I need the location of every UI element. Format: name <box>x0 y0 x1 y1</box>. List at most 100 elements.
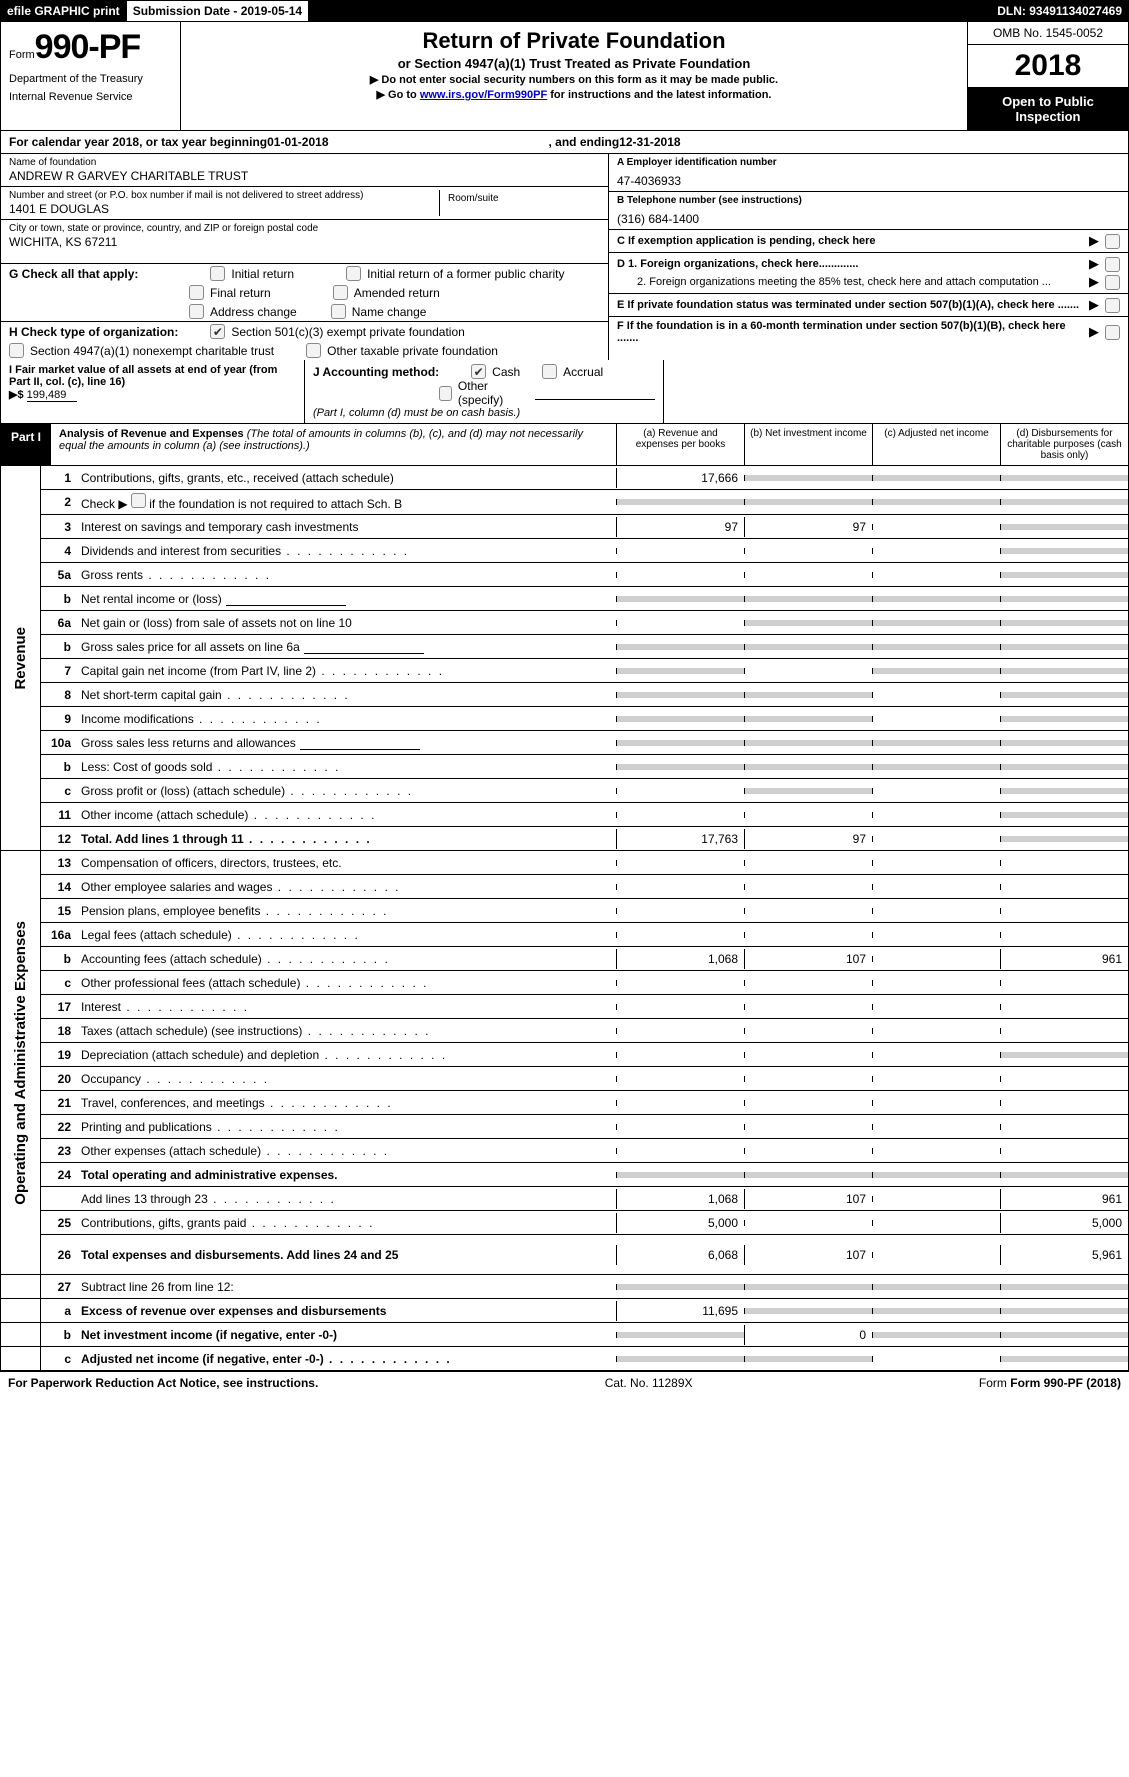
data-cell-b <box>744 1356 872 1362</box>
table-row: 9Income modifications <box>41 707 1129 731</box>
data-cell-c <box>872 1028 1000 1034</box>
chk-other-taxable[interactable] <box>306 343 321 358</box>
h-check-cell: H Check type of organization: ✔Section 5… <box>1 322 608 360</box>
ein-value: 47-4036933 <box>617 174 1120 188</box>
table-row: aExcess of revenue over expenses and dis… <box>0 1299 1129 1323</box>
data-cell-a <box>616 980 744 986</box>
data-cell-a: 97 <box>616 517 744 537</box>
chk-final-return[interactable] <box>189 285 204 300</box>
data-cell-a <box>616 1356 744 1362</box>
row-number: b <box>41 760 77 774</box>
data-cell-c <box>872 524 1000 530</box>
data-cell-c <box>872 1124 1000 1130</box>
chk-amended-return[interactable] <box>333 285 348 300</box>
data-cell-d <box>1000 932 1128 938</box>
table-row: 17Interest <box>41 995 1129 1019</box>
data-cell-b: 107 <box>744 1189 872 1209</box>
data-cell-a <box>616 1004 744 1010</box>
data-cell-a <box>616 1100 744 1106</box>
g-label: G Check all that apply: <box>9 267 138 281</box>
form-number: 990-PF <box>35 28 141 66</box>
chk-name-change[interactable] <box>331 304 346 319</box>
revenue-label: Revenue <box>10 623 31 694</box>
chk-initial-former[interactable] <box>346 266 361 281</box>
row-number: 10a <box>41 736 77 750</box>
data-cell-a: 17,666 <box>616 468 744 488</box>
part1-tag: Part I <box>1 424 51 465</box>
table-row: 21Travel, conferences, and meetings <box>41 1091 1129 1115</box>
table-row: bGross sales price for all assets on lin… <box>41 635 1129 659</box>
chk-other-method[interactable] <box>439 386 452 401</box>
chk-e[interactable] <box>1105 298 1120 313</box>
row-number: 22 <box>41 1120 77 1134</box>
data-cell-d <box>1000 788 1128 794</box>
table-row: 24Total operating and administrative exp… <box>41 1163 1129 1187</box>
j-label: J Accounting method: <box>313 365 439 379</box>
chk-4947a1[interactable] <box>9 343 24 358</box>
row-label: Capital gain net income (from Part IV, l… <box>77 661 616 681</box>
form-id-block: Form990-PF Department of the Treasury In… <box>1 22 181 130</box>
row-number: 8 <box>41 688 77 702</box>
name-label: Name of foundation <box>9 157 600 168</box>
chk-f[interactable] <box>1105 325 1120 340</box>
row-number: b <box>41 592 77 606</box>
chk-c-pending[interactable] <box>1105 234 1120 249</box>
g-o3: Final return <box>210 286 271 300</box>
data-cell-c <box>872 836 1000 842</box>
table-row: bNet investment income (if negative, ent… <box>0 1323 1129 1347</box>
table-row: 18Taxes (attach schedule) (see instructi… <box>41 1019 1129 1043</box>
row-label: Less: Cost of goods sold <box>77 757 616 777</box>
row-number: 3 <box>41 520 77 534</box>
dept-irs: Internal Revenue Service <box>9 91 172 103</box>
open-line-1: Open to Public <box>1002 94 1094 109</box>
data-cell-c <box>872 716 1000 722</box>
tel-cell: B Telephone number (see instructions) (3… <box>609 192 1128 230</box>
data-cell-c <box>872 1196 1000 1202</box>
revenue-section: Revenue 1Contributions, gifts, grants, e… <box>0 466 1129 851</box>
subdate-label: Submission Date - <box>133 4 241 18</box>
chk-address-change[interactable] <box>189 304 204 319</box>
data-cell-b: 107 <box>744 1245 872 1265</box>
data-cell-b <box>744 812 872 818</box>
data-cell-a <box>616 620 744 626</box>
data-cell-a: 1,068 <box>616 949 744 969</box>
data-cell-a <box>616 908 744 914</box>
table-row: 13Compensation of officers, directors, t… <box>41 851 1129 875</box>
chk-d2[interactable] <box>1105 275 1120 290</box>
table-row: 25Contributions, gifts, grants paid5,000… <box>41 1211 1129 1235</box>
row-label: Check ▶ if the foundation is not require… <box>77 490 616 514</box>
h-o1: Section 501(c)(3) exempt private foundat… <box>231 325 464 339</box>
i-fmv-cell: I Fair market value of all assets at end… <box>1 360 305 423</box>
data-cell-b <box>744 1124 872 1130</box>
inline-blank <box>226 592 346 606</box>
data-cell-a <box>616 596 744 602</box>
irs-link[interactable]: www.irs.gov/Form990PF <box>420 89 547 101</box>
chk-501c3[interactable]: ✔ <box>210 324 225 339</box>
row-number: 7 <box>41 664 77 678</box>
chk-d1[interactable] <box>1105 257 1120 272</box>
chk-cash[interactable]: ✔ <box>471 364 486 379</box>
data-cell-c <box>872 1252 1000 1258</box>
row-label: Gross sales price for all assets on line… <box>77 637 616 657</box>
data-cell-a <box>616 860 744 866</box>
f-label: F If the foundation is in a 60-month ter… <box>617 320 1089 344</box>
data-cell-a <box>616 1028 744 1034</box>
table-row: 10aGross sales less returns and allowanc… <box>41 731 1129 755</box>
table-row: cOther professional fees (attach schedul… <box>41 971 1129 995</box>
street-address: 1401 E DOUGLAS <box>9 202 439 216</box>
row-number: 20 <box>41 1072 77 1086</box>
data-cell-b <box>744 475 872 481</box>
chk-initial-return[interactable] <box>210 266 225 281</box>
table-row: 2Check ▶ if the foundation is not requir… <box>41 490 1129 515</box>
data-cell-c <box>872 1004 1000 1010</box>
table-row: 15Pension plans, employee benefits <box>41 899 1129 923</box>
data-cell-c <box>872 1284 1000 1290</box>
table-row: 4Dividends and interest from securities <box>41 539 1129 563</box>
data-cell-d <box>1000 668 1128 674</box>
chk-sch-b[interactable] <box>131 493 146 508</box>
table-row: 27Subtract line 26 from line 12: <box>0 1275 1129 1299</box>
city-label: City or town, state or province, country… <box>9 223 600 234</box>
chk-accrual[interactable] <box>542 364 557 379</box>
row-label: Total operating and administrative expen… <box>77 1165 616 1185</box>
data-cell-b <box>744 932 872 938</box>
